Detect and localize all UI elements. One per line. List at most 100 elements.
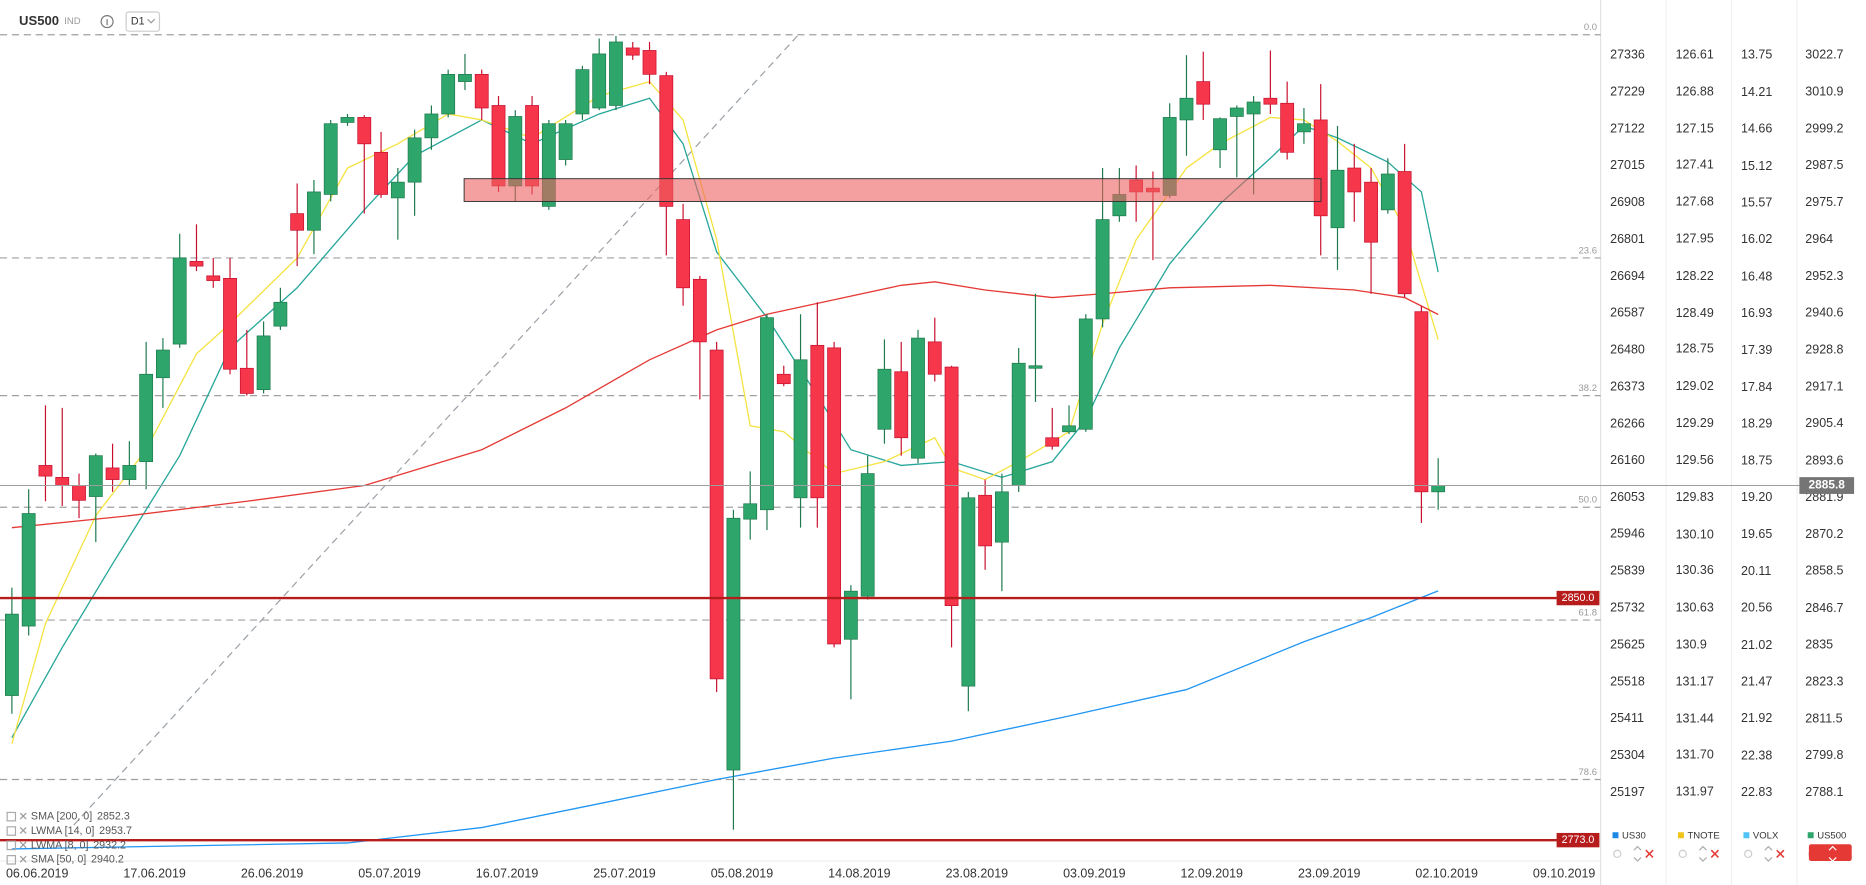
x-tick-label: 05.07.2019	[358, 866, 421, 880]
candle-body	[55, 477, 70, 486]
fib-label: 0.0	[1584, 22, 1597, 33]
legend-value: 2940.2	[91, 854, 124, 866]
candle-body	[810, 344, 825, 499]
legend-remove-icon[interactable]	[19, 827, 27, 834]
dropdown-caret	[147, 18, 156, 24]
y-tick-label: 126.88	[1676, 84, 1714, 98]
y-tick-label: 128.75	[1676, 342, 1714, 356]
symbol[interactable]: US500	[19, 13, 59, 28]
candle-body	[223, 278, 237, 370]
candle-body	[995, 491, 1009, 543]
legend-name: SMA [200, 0]	[31, 810, 92, 822]
y-tick-label: 127.15	[1676, 122, 1714, 136]
overlay: 27336 27229 27122 27015 26908 26801 26694 26587…	[0, 47, 1855, 866]
candle-body	[491, 105, 506, 187]
y-tick-label: 25625	[1610, 637, 1645, 651]
candle-body	[894, 371, 909, 439]
y-tick-label: 131.97	[1676, 785, 1714, 799]
y-tick-label: 22.83	[1741, 785, 1772, 799]
candle-body	[1297, 123, 1311, 133]
legend-remove-icon[interactable]	[19, 841, 27, 849]
y-tick-label: 3022.7	[1805, 47, 1843, 61]
y-tick-label: 130.9	[1676, 637, 1707, 651]
legend-settings-icon[interactable]	[6, 840, 17, 851]
candle-body	[1431, 485, 1446, 493]
candle-body	[72, 485, 86, 501]
candle-body	[172, 257, 187, 345]
y-tick-label: 129.29	[1676, 416, 1714, 430]
candle-body	[1347, 167, 1362, 193]
candle-body	[642, 50, 657, 75]
y-tick-label: 14.66	[1741, 121, 1772, 135]
info-icon[interactable]	[100, 14, 114, 29]
candle-body	[273, 301, 288, 327]
fib-label: 38.2	[1579, 383, 1598, 394]
fib-label: 50.0	[1579, 495, 1598, 506]
candle-body	[558, 123, 573, 160]
axis-visibility-icon[interactable]	[1613, 849, 1622, 859]
x-tick-label: 26.06.2019	[241, 866, 304, 880]
axis-remove-icon[interactable]	[1645, 849, 1654, 858]
candle-body	[508, 116, 523, 187]
last-price-box	[1799, 477, 1855, 494]
candle-body	[911, 337, 925, 459]
y-tick-label: 131.44	[1676, 712, 1714, 726]
candle-body	[458, 73, 472, 82]
candle-body	[156, 349, 170, 379]
level-label: 2773.0	[1562, 834, 1595, 846]
y-tick-label: 25518	[1610, 674, 1645, 688]
legend-settings-icon[interactable]	[6, 826, 17, 836]
resistance-zone[interactable]	[463, 178, 1322, 202]
candle-body	[323, 123, 338, 195]
candle-body	[1196, 81, 1211, 105]
y-tick-label: 13.75	[1741, 48, 1772, 62]
candle-body	[256, 335, 271, 391]
candle-body	[1246, 101, 1261, 115]
candle-body	[424, 113, 439, 139]
y-tick-label: 2893.6	[1805, 453, 1843, 467]
last-price-label: 2885.8	[1809, 478, 1846, 492]
candle-body	[592, 53, 607, 109]
legend-remove-icon[interactable]	[19, 855, 27, 863]
y-tick-label: 2823.3	[1805, 674, 1843, 688]
y-tick-label: 18.75	[1741, 454, 1772, 468]
candle-body	[1078, 318, 1093, 430]
candle-body	[1364, 181, 1378, 243]
y-tick-label: 15.57	[1741, 195, 1772, 209]
legend-remove-icon[interactable]	[19, 812, 27, 820]
axis-order-icon	[1633, 845, 1642, 862]
candle-body	[239, 367, 254, 394]
candle-body	[827, 347, 842, 645]
y-tick-label: 26053	[1610, 490, 1645, 504]
candle-body	[726, 517, 741, 771]
legend-name: LWMA [8, 0]	[31, 839, 89, 851]
candle-body	[340, 117, 355, 123]
candle-body	[659, 75, 674, 207]
y-tick-label: 2928.8	[1805, 343, 1843, 357]
y-tick-label: 2788.1	[1805, 785, 1843, 799]
y-tick-label: 129.02	[1676, 379, 1714, 393]
legend-settings-icon[interactable]	[6, 855, 17, 865]
candle-body	[525, 105, 539, 187]
y-tick-label: 2975.7	[1805, 195, 1843, 209]
y-tick-label: 19.65	[1741, 527, 1772, 541]
axis-remove-icon[interactable]	[1776, 849, 1785, 858]
y-tick-label: 130.63	[1676, 600, 1714, 614]
main-axis-button[interactable]	[1808, 844, 1852, 862]
axis-visibility-icon[interactable]	[1744, 849, 1753, 859]
y-tick-label: 127.41	[1676, 157, 1714, 171]
candle-body	[609, 41, 623, 106]
candle-body	[88, 455, 103, 497]
axis-visibility-icon[interactable]	[1678, 849, 1687, 859]
y-tick-label: 26908	[1610, 195, 1645, 209]
timeframe-dropdown[interactable]	[125, 11, 161, 32]
legend-settings-icon[interactable]	[6, 811, 17, 822]
y-tick-label: 16.02	[1741, 232, 1772, 246]
plot-area: 0.0 23.6 38.2 50.0 61.8 78.6 06.06.2019 17.06.2…	[0, 22, 1601, 881]
y-tick-label: 127.68	[1676, 194, 1714, 208]
legend-value: 2852.3	[97, 810, 130, 822]
candle-body	[189, 261, 204, 267]
axis-remove-icon[interactable]	[1710, 849, 1719, 858]
